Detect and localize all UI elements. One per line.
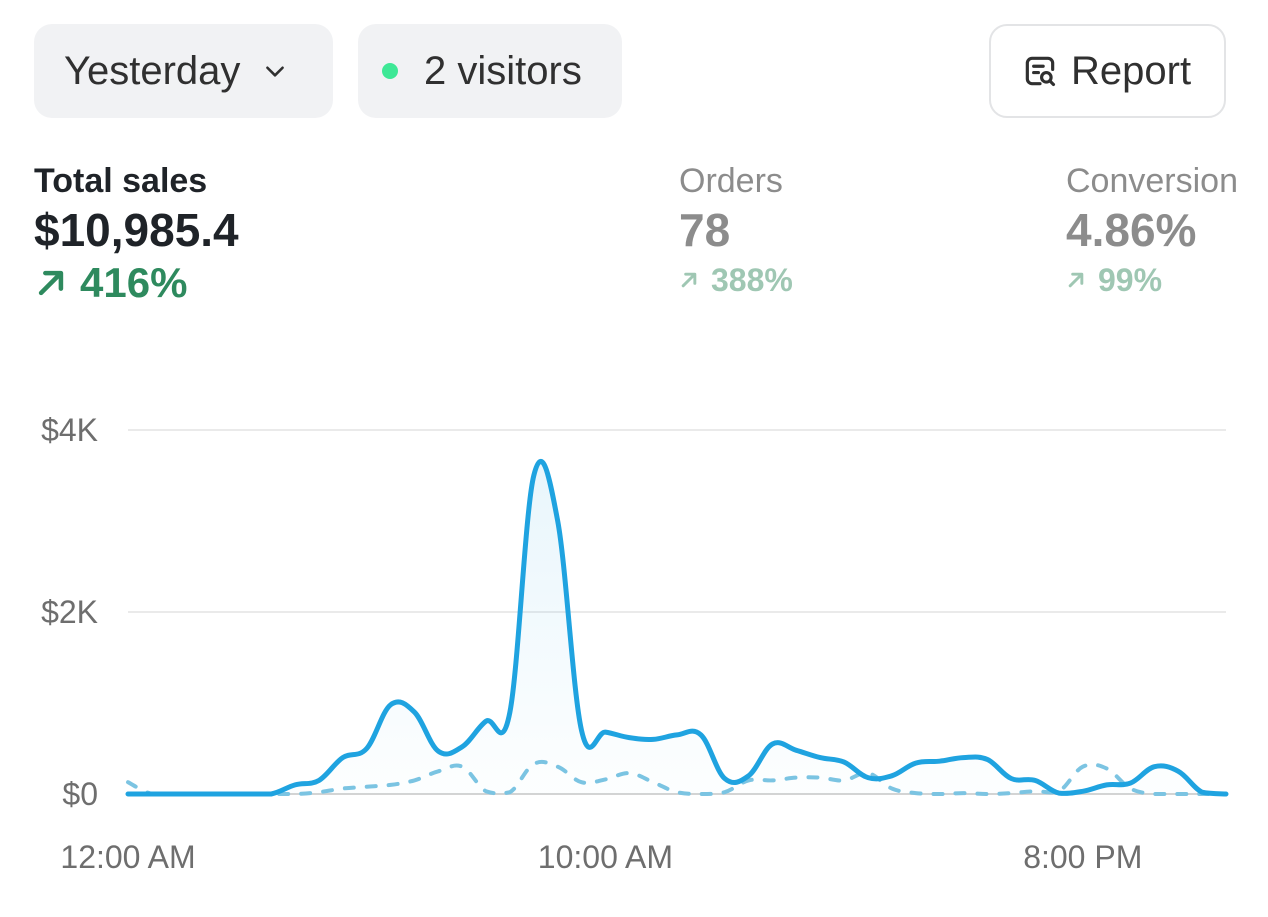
arrow-up-right-icon [681,272,697,288]
conversion-change: 99% [1066,258,1238,302]
live-visitors-badge[interactable]: 2 visitors [358,24,622,118]
total-sales-metric[interactable]: Total sales $10,985.4 416% [34,160,239,308]
y-tick-label: $4K [41,412,98,448]
report-button[interactable]: Report [989,24,1226,118]
orders-value: 78 [679,204,731,256]
arrow-up-right-icon [38,270,64,296]
date-range-label: Yesterday [64,48,241,93]
total-sales-change-value: 416% [80,259,188,306]
visitors-count-label: 2 visitors [424,48,582,93]
conversion-label: Conversion [1066,162,1238,200]
report-search-icon [1021,52,1059,90]
y-tick-label: $2K [41,594,98,630]
series-area [128,461,1226,794]
total-sales-change: 416% [34,258,239,308]
date-range-dropdown[interactable]: Yesterday [34,24,333,118]
chevron-down-icon [260,56,290,86]
live-status-dot [382,63,398,79]
arrow-up-right-icon [1068,272,1084,288]
total-sales-label: Total sales [34,162,208,200]
y-tick-label: $0 [62,776,98,812]
x-axis-labels: 12:00 AM 10:00 AM 8:00 PM [60,839,1142,875]
y-axis-labels: $4K $2K $0 [41,412,98,812]
conversion-value: 4.86% [1066,204,1197,256]
orders-label: Orders [679,162,783,200]
total-sales-value: $10,985.4 [34,204,239,256]
x-tick-label: 12:00 AM [60,839,195,875]
sales-series-line [125,458,1229,797]
conversion-metric[interactable]: Conversion 4.86% 99% [1066,160,1238,302]
sales-chart[interactable]: $4K $2K $0 12:00 AM 10:00 AM 8:00 PM [0,400,1268,900]
orders-metric[interactable]: Orders 78 388% [679,160,793,302]
x-tick-label: 10:00 AM [538,839,673,875]
orders-change: 388% [679,258,793,302]
series-layer [125,458,1229,797]
conversion-change-value: 99% [1098,262,1163,298]
x-tick-label: 8:00 PM [1023,839,1142,875]
report-label: Report [1071,48,1192,93]
orders-change-value: 388% [711,262,793,298]
